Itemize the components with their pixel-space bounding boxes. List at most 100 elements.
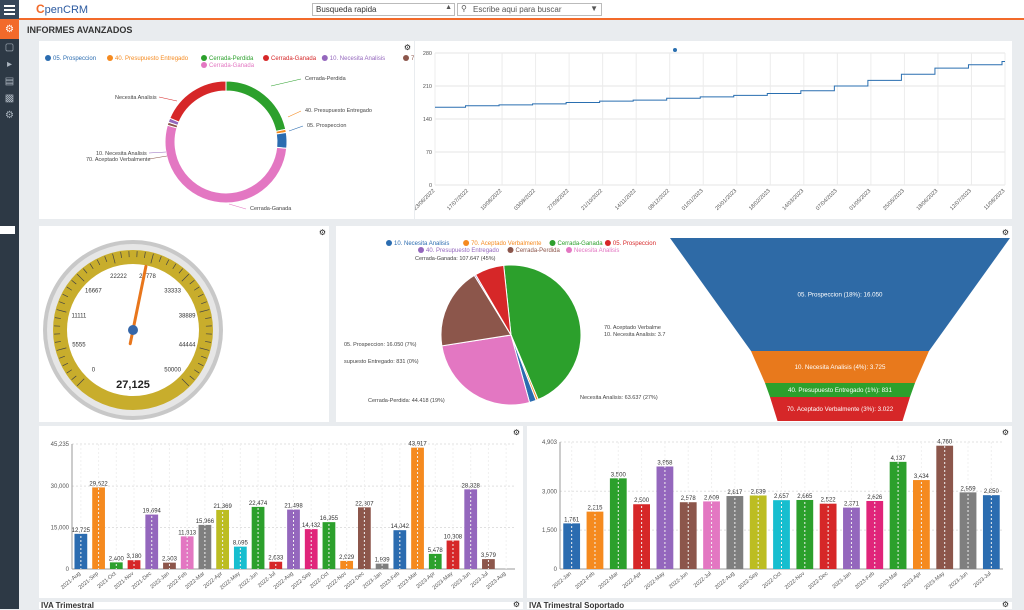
x-tick-label: 2023-Jun xyxy=(451,571,472,590)
donut-chart-panel: ⚙ 05. Prospeccion 40. Presupuesto Entrega… xyxy=(39,41,414,219)
gauge-tick-label: 27778 xyxy=(139,274,156,280)
donut-slice xyxy=(276,132,287,148)
x-tick-label: 18/02/2023 xyxy=(748,188,772,212)
x-tick-label: 2022-Nov xyxy=(784,571,806,591)
x-tick-label: 2022-Jul xyxy=(693,571,713,589)
slice-label: supuesto Entregado: 831 (0%) xyxy=(344,359,419,365)
settings-icon[interactable]: ⚙ xyxy=(0,107,19,124)
x-tick-label: 2022-Oct xyxy=(762,571,784,590)
slice-label: Necesita Analisis: 63.637 (27%) xyxy=(580,395,658,401)
x-tick-label: 14/11/2022 xyxy=(614,188,637,211)
x-tick-label: 07/04/2023 xyxy=(815,188,839,212)
legend-label: Cerrada-Ganada xyxy=(209,63,255,69)
x-tick-label: 14/03/2023 xyxy=(782,188,806,212)
y-tick-label: 45,235 xyxy=(51,442,70,448)
legend-label: Cerrada-Ganada xyxy=(271,56,317,62)
gear-icon[interactable]: ⚙ xyxy=(319,228,326,237)
x-tick-label: 03/09/2022 xyxy=(513,188,537,212)
gauge-tick-label: 22222 xyxy=(110,274,127,280)
inbox-icon[interactable]: ▩ xyxy=(0,90,19,107)
dropdown-icon[interactable]: ▼ xyxy=(590,4,598,13)
legend-label: 05. Prospeccion xyxy=(53,56,96,62)
gauge-tick-label: 16667 xyxy=(85,288,102,294)
y-tick-label: 15,000 xyxy=(51,526,70,532)
slice-label: 70. Aceptado Verbalme xyxy=(604,325,661,331)
search-scope-select[interactable]: Busqueda rapida▲ xyxy=(312,3,455,16)
slice-label: 05. Prospeccion: 16.050 (7%) xyxy=(344,342,417,348)
legend-marker xyxy=(605,240,611,246)
menu-toggle-button[interactable] xyxy=(0,0,19,19)
bar xyxy=(657,466,674,569)
x-tick-label: 2023-Mar xyxy=(877,571,899,591)
label-leader xyxy=(271,79,301,86)
legend-label: Necesita Analisis xyxy=(574,248,619,254)
x-tick-label: 2023-Jan xyxy=(831,571,852,590)
search-input[interactable]: ⚲Escribe aqui para buscar▼ xyxy=(457,3,602,16)
legend-marker xyxy=(386,240,392,246)
legend-label: Cerrada-Perdida xyxy=(209,56,254,62)
y-tick-label: 0 xyxy=(554,567,558,573)
x-tick-label: 2022-Aug xyxy=(714,571,736,591)
legend-marker xyxy=(322,55,328,61)
x-tick-label: 10/08/2022 xyxy=(480,188,504,212)
x-tick-label: 2022-May xyxy=(644,571,667,591)
slice-label: Cerrada-Ganada: 107.647 (45%) xyxy=(415,256,496,262)
gauge-tick-label: 50000 xyxy=(164,368,181,374)
legend-marker xyxy=(263,55,269,61)
gauge-tick-label: 11111 xyxy=(71,314,87,320)
legend-label: 40. Presupuesto Entregado xyxy=(426,248,500,254)
y-tick-label: 210 xyxy=(423,84,432,90)
dashboard-icon[interactable]: ▢ xyxy=(0,39,19,56)
x-tick-label: 25/01/2023 xyxy=(714,188,738,212)
slice-label: 40. Presupuesto Entregado xyxy=(305,108,372,114)
label-leader xyxy=(149,152,166,153)
x-tick-label: 2022-Feb xyxy=(574,571,596,591)
y-tick-label: 4,903 xyxy=(542,440,558,446)
x-tick-label: 21/10/2022 xyxy=(580,188,604,212)
app-logo[interactable]: CpenCRM xyxy=(36,2,88,16)
funnel-label: 40. Presupuesto Entregado (1%): 831 xyxy=(788,387,892,394)
y-tick-label: 3,000 xyxy=(542,489,558,495)
legend-marker xyxy=(550,240,556,246)
x-tick-label: 2023-Mar xyxy=(397,571,419,591)
legend-marker xyxy=(566,247,572,253)
gear-icon[interactable]: ⚙ xyxy=(513,428,520,437)
x-tick-label: 08/12/2022 xyxy=(647,188,671,212)
gauge-tick-label: 44444 xyxy=(179,342,196,348)
bar-chart-2: 01,5003,0004,9031,7612,2153,5002,5003,95… xyxy=(527,426,1012,598)
slice-label: Cerrada-Perdida xyxy=(305,76,347,82)
sidebar-marker xyxy=(0,226,15,234)
gauge-hub xyxy=(128,325,138,335)
gear-icon[interactable]: ⚙ xyxy=(404,43,411,52)
megaphone-icon[interactable]: ▸ xyxy=(0,56,19,73)
table-icon[interactable]: ▤ xyxy=(0,73,19,90)
reports-icon[interactable]: ⚙ xyxy=(0,19,19,39)
slice-label: 70. Aceptado Verbalmente xyxy=(86,157,151,163)
donut-slice xyxy=(170,81,226,122)
x-tick-label: 17/07/2022 xyxy=(446,188,470,212)
gear-icon[interactable]: ⚙ xyxy=(1002,600,1009,609)
iva-trimestral-panel: IVA Trimestral ⚙ xyxy=(39,602,523,609)
x-tick-label: 2022-Apr xyxy=(622,571,643,590)
x-tick-label: 2022-Sep xyxy=(737,571,759,591)
label-leader xyxy=(288,111,301,117)
gear-icon[interactable]: ⚙ xyxy=(1002,428,1009,437)
y-tick-label: 280 xyxy=(423,51,432,57)
gauge-tick-label: 38889 xyxy=(179,314,196,320)
x-tick-label: 2022-Dec xyxy=(807,571,829,591)
x-tick-label: 2022-Jan xyxy=(552,571,573,590)
legend-marker xyxy=(508,247,514,253)
legend-marker xyxy=(403,55,409,61)
legend-marker xyxy=(463,240,469,246)
x-tick-label: 2023-Jul xyxy=(973,571,993,589)
x-tick-label: 01/05/2023 xyxy=(849,188,873,212)
bar xyxy=(74,534,87,569)
gauge-value: 27,125 xyxy=(116,379,150,391)
chevron-down-icon: ▲ xyxy=(445,4,452,11)
gear-icon[interactable]: ⚙ xyxy=(513,600,520,609)
